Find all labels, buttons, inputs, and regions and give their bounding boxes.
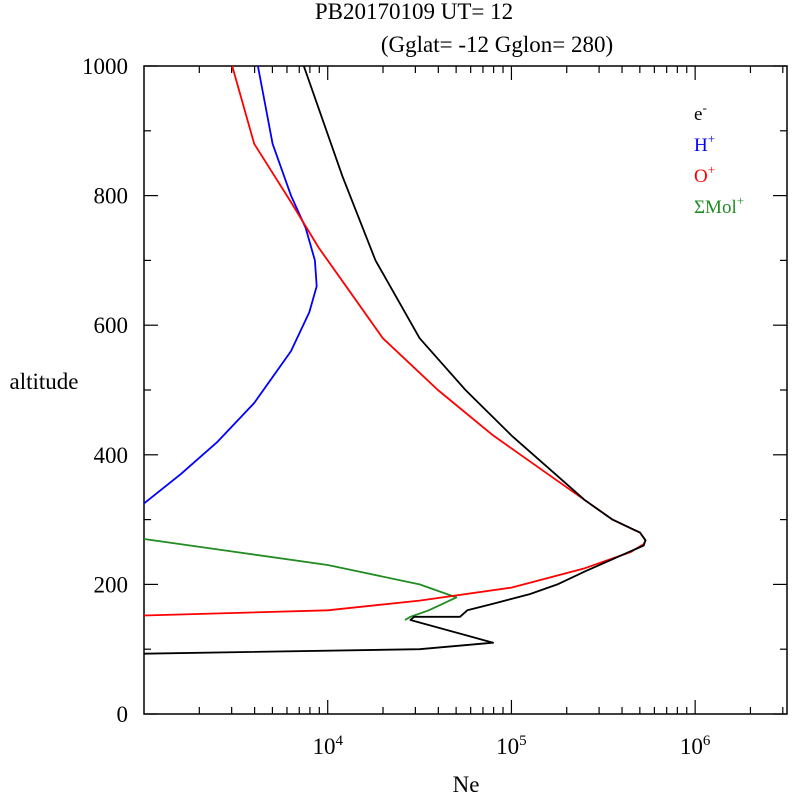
legend-entry-electron: e- bbox=[694, 100, 707, 125]
x-tick-label: 106 bbox=[680, 733, 711, 759]
legend: e- H+ O+ ΣMol+ bbox=[694, 100, 744, 218]
legend-entry-molplus: ΣMol+ bbox=[694, 193, 744, 218]
y-tick-label: 600 bbox=[94, 313, 129, 338]
chart-title-line1: PB20170109 UT= 12 bbox=[315, 0, 513, 24]
series-line-molplus bbox=[143, 538, 458, 621]
series-line-hplus bbox=[143, 65, 318, 505]
y-axis-label: altitude bbox=[10, 369, 79, 394]
legend-entry-oplus: O+ bbox=[694, 162, 715, 187]
axis-ticks bbox=[144, 65, 787, 715]
y-tick-label: 400 bbox=[94, 443, 129, 468]
series-lines bbox=[143, 65, 647, 655]
y-tick-labels: 0 200 400 600 800 1000 bbox=[82, 54, 128, 727]
y-tick-label: 0 bbox=[117, 702, 129, 727]
chart-title-line2: (Gglat= -12 Gglon= 280) bbox=[381, 32, 613, 57]
x-axis-label: Ne bbox=[453, 772, 480, 795]
x-tick-labels: 104 105 106 bbox=[312, 733, 710, 759]
x-tick-label: 105 bbox=[496, 733, 527, 759]
y-tick-label: 1000 bbox=[82, 54, 128, 79]
x-tick-label: 104 bbox=[312, 733, 343, 759]
series-line-electron bbox=[143, 65, 647, 655]
legend-entry-hplus: H+ bbox=[694, 131, 715, 156]
y-tick-label: 800 bbox=[94, 184, 129, 209]
series-line-oplus bbox=[143, 65, 647, 617]
y-tick-label: 200 bbox=[94, 572, 129, 597]
